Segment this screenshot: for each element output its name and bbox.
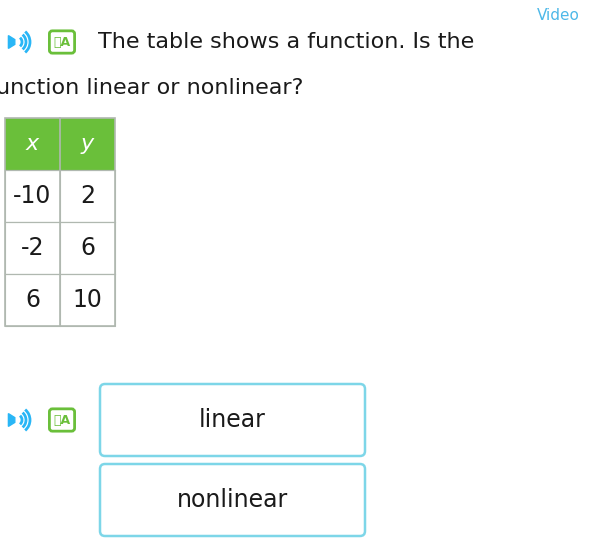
Text: linear: linear — [199, 408, 266, 432]
Text: 6: 6 — [80, 236, 95, 260]
Text: 2: 2 — [80, 184, 95, 208]
FancyBboxPatch shape — [100, 384, 365, 456]
Bar — [60, 274, 115, 326]
Bar — [5, 118, 60, 170]
Bar — [5, 274, 60, 326]
Bar — [5, 170, 60, 222]
Bar — [60, 118, 115, 170]
Bar — [60, 222, 115, 274]
Bar — [5, 222, 60, 274]
FancyBboxPatch shape — [100, 464, 365, 536]
Bar — [60, 170, 115, 222]
Text: Video: Video — [537, 8, 580, 23]
Text: -2: -2 — [21, 236, 44, 260]
Text: nonlinear: nonlinear — [177, 488, 288, 512]
Text: 文A: 文A — [53, 413, 71, 426]
Polygon shape — [8, 35, 15, 49]
Bar — [5, 118, 115, 326]
Text: The table shows a function. Is the: The table shows a function. Is the — [98, 32, 474, 52]
Text: unction linear or nonlinear?: unction linear or nonlinear? — [0, 78, 303, 98]
Text: 10: 10 — [72, 288, 102, 312]
Polygon shape — [8, 414, 15, 426]
Text: y: y — [81, 134, 94, 154]
Text: 6: 6 — [25, 288, 40, 312]
Text: -10: -10 — [13, 184, 52, 208]
Text: x: x — [26, 134, 39, 154]
Text: 文A: 文A — [53, 35, 71, 49]
